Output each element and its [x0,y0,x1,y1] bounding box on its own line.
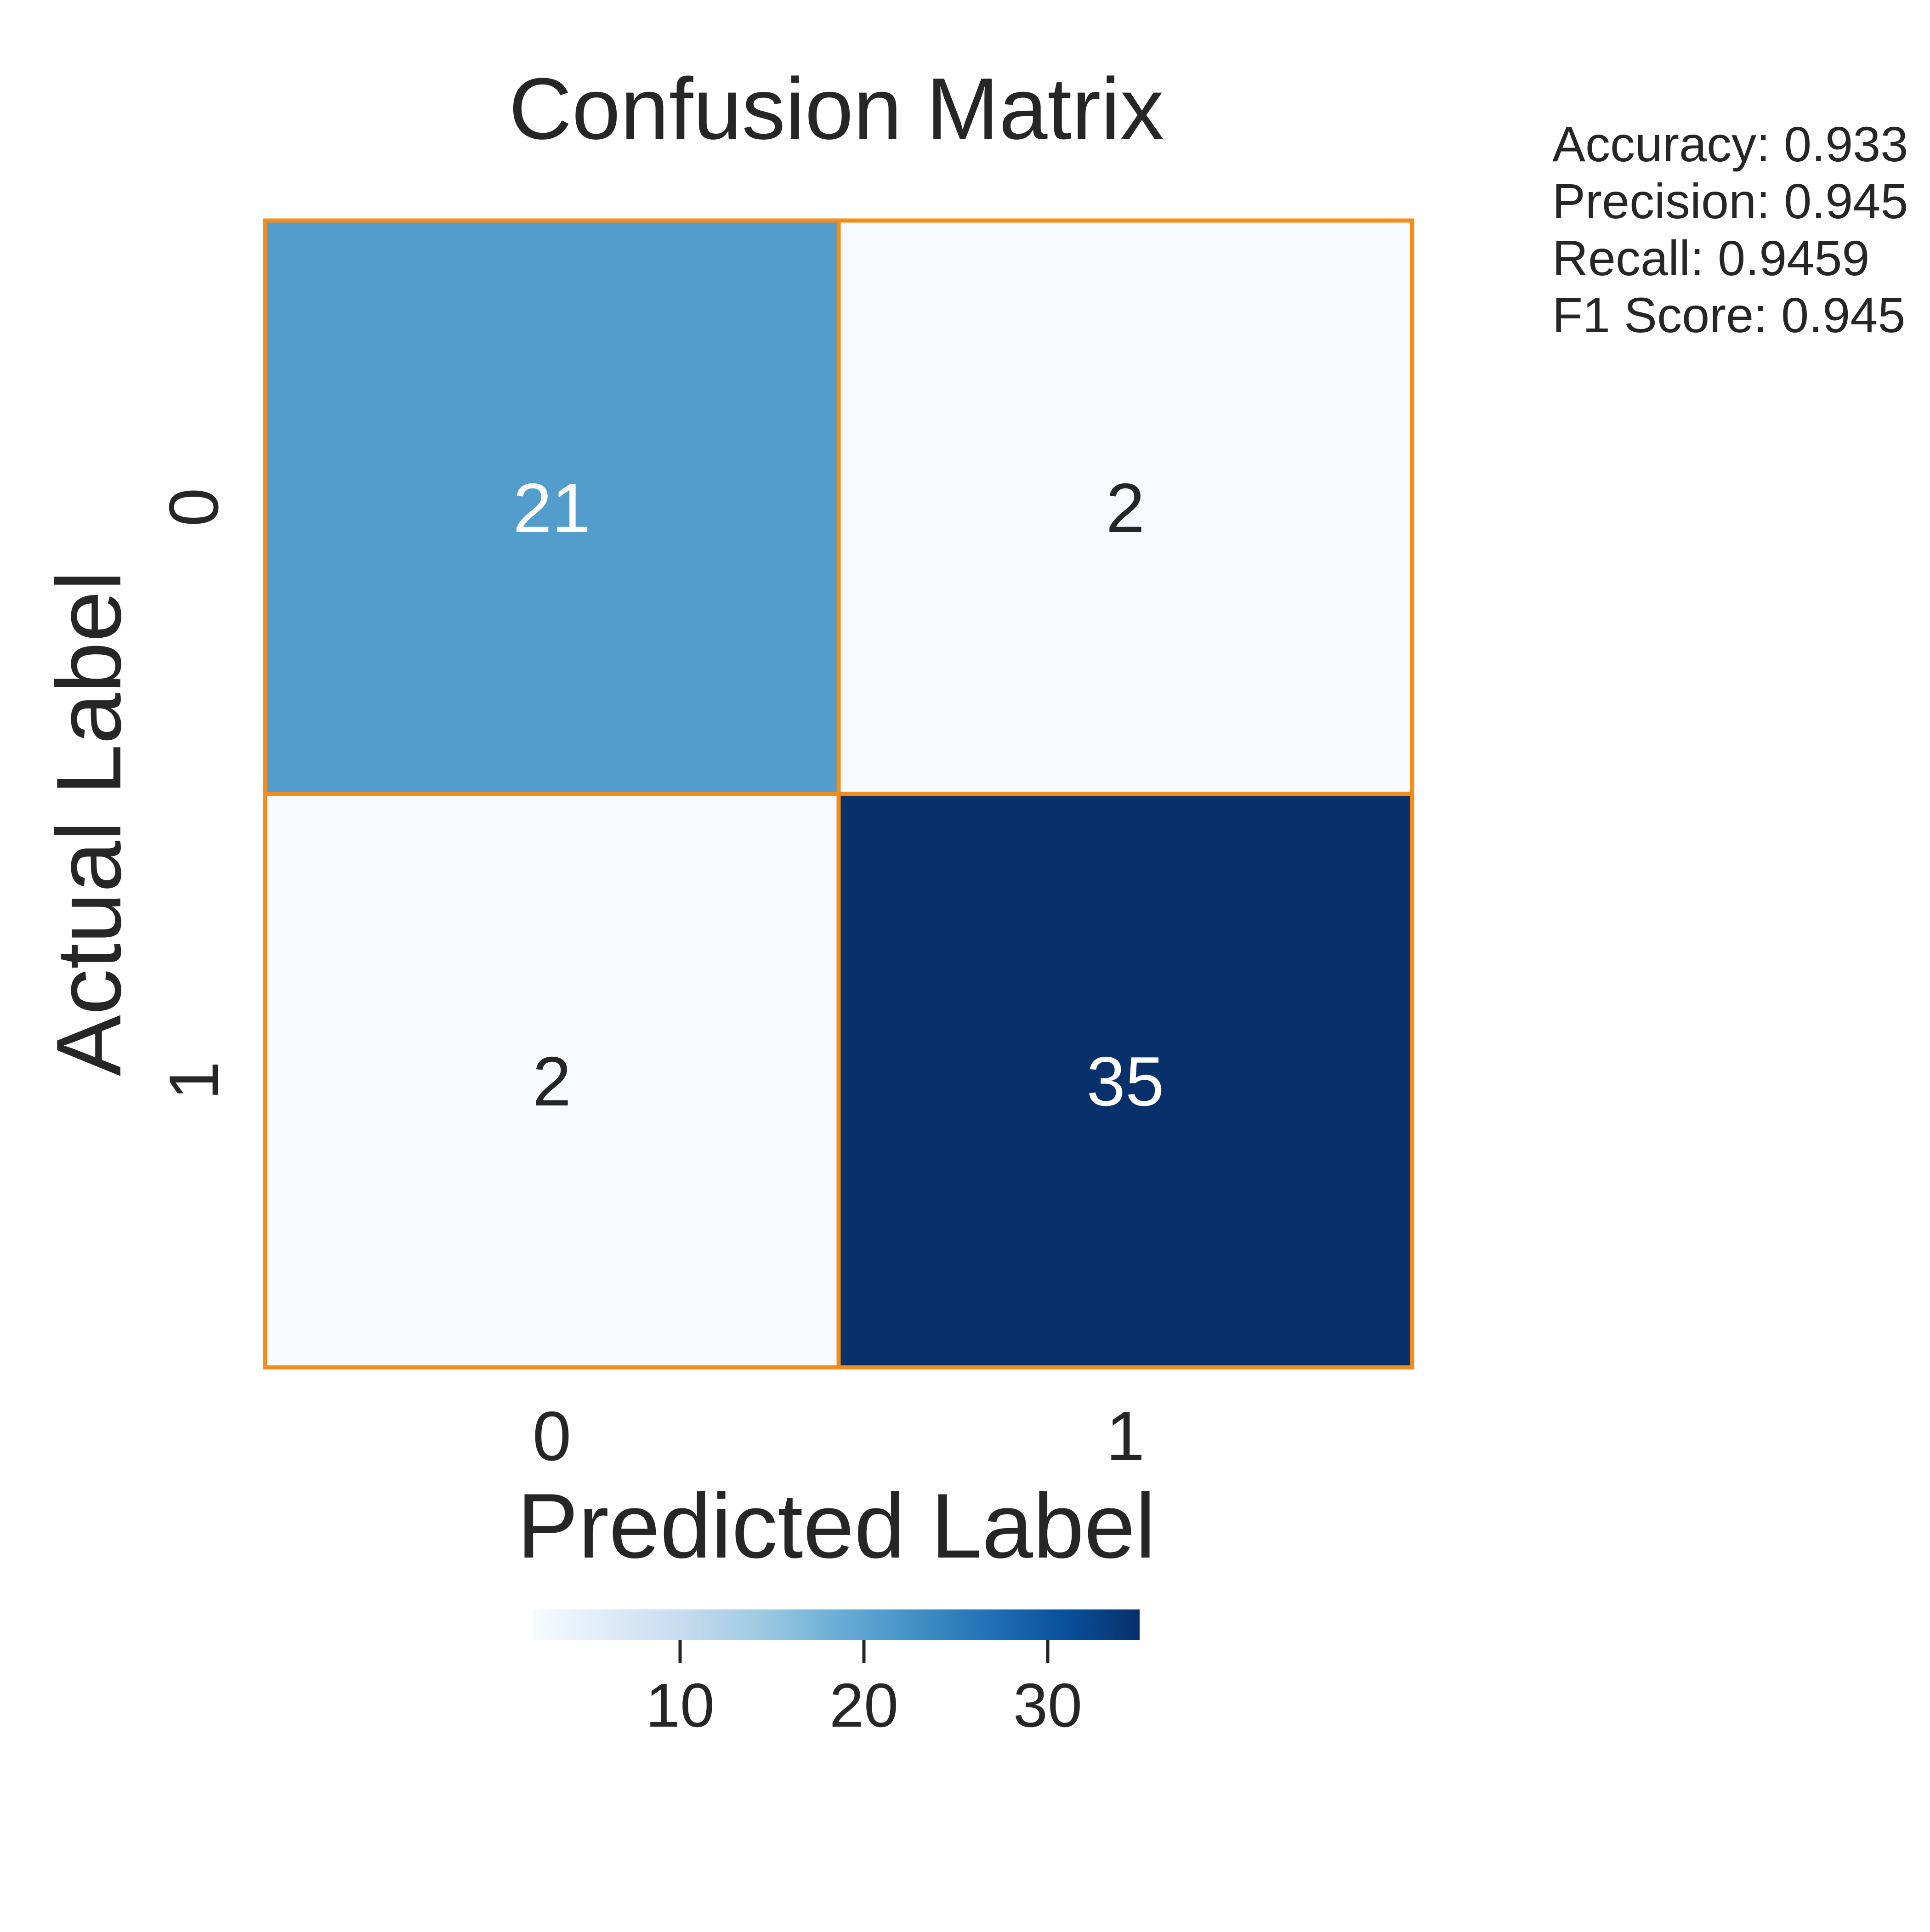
colorbar-tick-label: 30 [1013,1671,1082,1740]
cell-value-label: 35 [1086,1042,1164,1121]
heatmap-cells [263,218,1414,1370]
y-tick-label: 1 [155,1061,233,1100]
cell-value-label: 2 [1106,469,1145,547]
precision-metric: Precision: 0.945 [1552,173,1908,229]
x-axis-label: Predicted Label [517,1475,1156,1577]
heatmap-cell [263,792,841,1370]
chart-title: Confusion Matrix [509,60,1164,158]
colorbar-ticks: 10 20 30 [646,1640,1082,1740]
heatmap-cell [263,218,841,796]
recall-metric: Recall: 0.9459 [1552,230,1870,286]
colorbar-tick-label: 20 [829,1671,898,1740]
f1-score-metric: F1 Score: 0.945 [1552,287,1906,343]
y-axis-ticks: 01 [155,488,233,1100]
cell-value-label: 2 [533,1042,572,1121]
colorbar-tick-label: 10 [646,1671,715,1740]
heatmap-cell [836,218,1414,796]
heatmap-cell [836,792,1414,1370]
y-axis-label: Actual Label [38,571,140,1076]
colorbar [533,1609,1140,1640]
x-tick-label: 0 [533,1397,572,1475]
cell-value-label: 21 [513,469,590,547]
metrics-annotation: Accuracy: 0.933 Precision: 0.945 Recall:… [1552,116,1908,344]
accuracy-metric: Accuracy: 0.933 [1552,116,1908,172]
cell-value-labels: 21 2 2 35 [513,469,1164,1121]
y-tick-label: 0 [155,488,233,527]
x-tick-label: 1 [1106,1397,1145,1475]
